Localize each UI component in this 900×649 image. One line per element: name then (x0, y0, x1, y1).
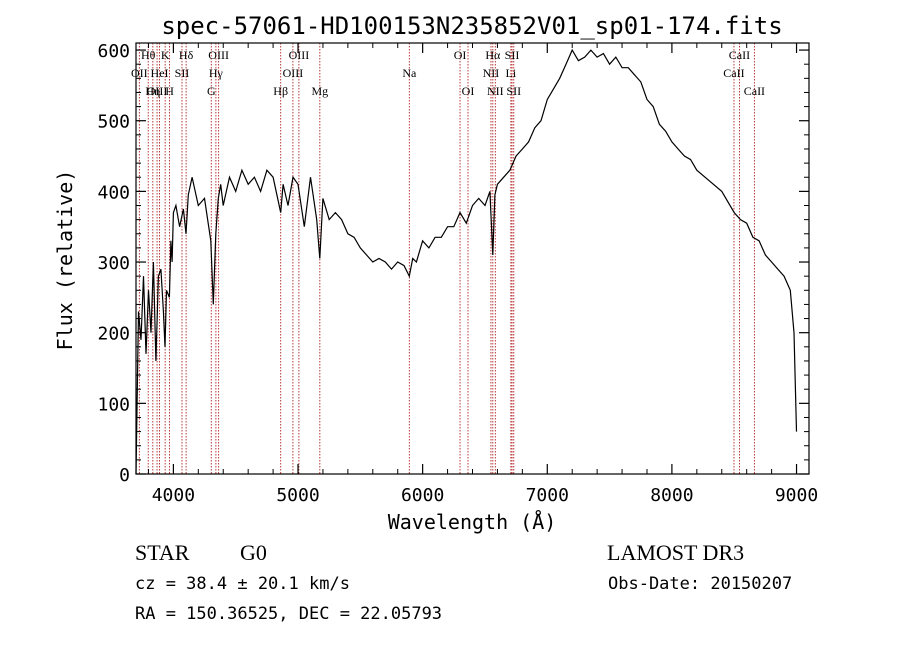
plot-frame (135, 42, 810, 475)
line-marker-labels: Hθ K Hδ OIII OIII OI Hα SII CaII OII HeI SII Hγ OIII N… (131, 48, 765, 98)
line-marker-label: CaII (729, 48, 750, 62)
chart-title: spec-57061-HD100153N235852V01_sp01-174.f… (161, 12, 782, 40)
object-class: STAR (135, 540, 190, 565)
line-marker-label: Mg (311, 84, 328, 98)
survey-name: LAMOST DR3 (607, 540, 744, 565)
line-marker-label: OI (462, 84, 475, 98)
line-marker-label: Na (402, 66, 417, 80)
x-tick-label: 6000 (401, 485, 444, 506)
x-tick-label: 9000 (775, 485, 818, 506)
x-tick-label: 5000 (276, 485, 319, 506)
line-marker-label: Li (506, 66, 517, 80)
y-tick-label: 300 (97, 253, 130, 274)
obs-date-text: Obs-Date: 20150207 (608, 574, 792, 594)
line-marker-label: OIII (283, 66, 304, 80)
x-tick-label: 7000 (526, 485, 569, 506)
y-tick-label: 0 (119, 465, 130, 486)
y-axis-ticks: 0 100 200 300 400 500 600 (97, 41, 809, 486)
line-marker-label: Hα (485, 48, 501, 62)
line-marker-label: CaII (744, 84, 765, 98)
line-marker-label: SII (506, 84, 521, 98)
line-marker-label: OI (454, 48, 467, 62)
x-tick-label: 4000 (152, 485, 195, 506)
x-axis-label: Wavelength (Å) (388, 510, 557, 534)
line-marker-label: G (207, 84, 216, 98)
redshift-text: cz = 38.4 ± 20.1 km/s (135, 574, 350, 594)
line-marker-label: NII (487, 84, 504, 98)
line-marker-label: OIII (147, 84, 168, 98)
line-marker-label: SII (175, 66, 190, 80)
x-axis-ticks: 4000 5000 6000 7000 8000 9000 (147, 43, 818, 506)
y-tick-label: 200 (97, 324, 130, 345)
line-marker-label: K (161, 48, 170, 62)
y-tick-label: 400 (97, 182, 130, 203)
line-marker-label: OIII (208, 48, 229, 62)
y-axis-label: Flux (relative) (53, 170, 77, 351)
line-marker-label: HeI (151, 66, 169, 80)
coords-text: RA = 150.36525, DEC = 22.05793 (135, 604, 442, 624)
y-tick-label: 100 (97, 394, 130, 415)
line-marker-label: SII (505, 48, 520, 62)
spectrum-line (135, 48, 798, 475)
line-marker-label: H (165, 84, 174, 98)
line-marker-label: NII (483, 66, 500, 80)
line-marker-label: OIII (289, 48, 310, 62)
y-tick-label: 500 (97, 112, 130, 133)
y-tick-label: 600 (97, 41, 130, 62)
line-markers (138, 43, 755, 474)
line-marker-label: Hγ (209, 66, 224, 80)
line-marker-label: Hη (145, 84, 160, 98)
line-marker-label: Hθ (141, 48, 156, 62)
line-marker-label: CaII (723, 66, 744, 80)
line-marker-label: Hβ (273, 84, 288, 98)
line-marker-label: OII (131, 66, 148, 80)
object-subclass: G0 (240, 540, 267, 565)
x-tick-label: 8000 (650, 485, 693, 506)
line-marker-label: Hδ (179, 48, 194, 62)
